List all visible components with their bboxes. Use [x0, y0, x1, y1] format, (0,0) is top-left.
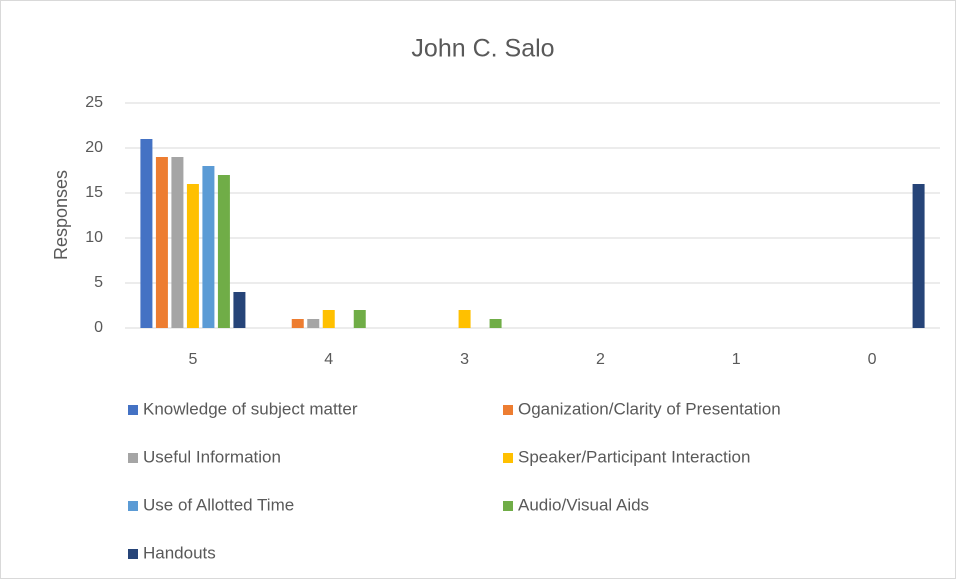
- legend-label: Use of Allotted Time: [143, 495, 294, 514]
- bar: [171, 157, 184, 328]
- y-tick-label: 20: [85, 139, 103, 156]
- legend-swatch: [128, 405, 138, 415]
- bar: [912, 184, 925, 328]
- legend-swatch: [503, 405, 513, 415]
- bar: [155, 157, 168, 328]
- legend-label: Knowledge of subject matter: [143, 399, 358, 418]
- x-tick-label: 4: [324, 351, 333, 368]
- x-tick-label: 2: [596, 351, 605, 368]
- bar: [186, 184, 199, 328]
- bar: [322, 310, 335, 328]
- y-tick-label: 25: [85, 94, 103, 111]
- legend-label: Handouts: [143, 543, 216, 562]
- x-tick-label: 1: [732, 351, 741, 368]
- y-axis-label: Responses: [51, 170, 71, 260]
- legend-label: Useful Information: [143, 447, 281, 466]
- x-tick-label: 0: [868, 351, 877, 368]
- legend-swatch: [128, 453, 138, 463]
- bar: [217, 175, 230, 328]
- legend-swatch: [503, 501, 513, 511]
- legend-swatch: [503, 453, 513, 463]
- x-tick-label: 3: [460, 351, 469, 368]
- bar: [140, 139, 153, 328]
- legend-swatch: [128, 549, 138, 559]
- y-tick-label: 10: [85, 229, 103, 246]
- legend-label: Audio/Visual Aids: [518, 495, 649, 514]
- y-tick-label: 5: [94, 274, 103, 291]
- bar: [353, 310, 366, 328]
- legend-swatch: [128, 501, 138, 511]
- chart-title: John C. Salo: [411, 35, 554, 63]
- bar: [291, 319, 304, 328]
- legend-label: Oganization/Clarity of Presentation: [518, 399, 781, 418]
- x-tick-label: 5: [188, 351, 197, 368]
- y-tick-label: 0: [94, 319, 103, 336]
- y-tick-label: 15: [85, 184, 103, 201]
- legend-label: Speaker/Participant Interaction: [518, 447, 750, 466]
- bar: [458, 310, 471, 328]
- bar: [202, 166, 215, 328]
- bar: [307, 319, 320, 328]
- bar: [233, 292, 246, 328]
- bar: [489, 319, 502, 328]
